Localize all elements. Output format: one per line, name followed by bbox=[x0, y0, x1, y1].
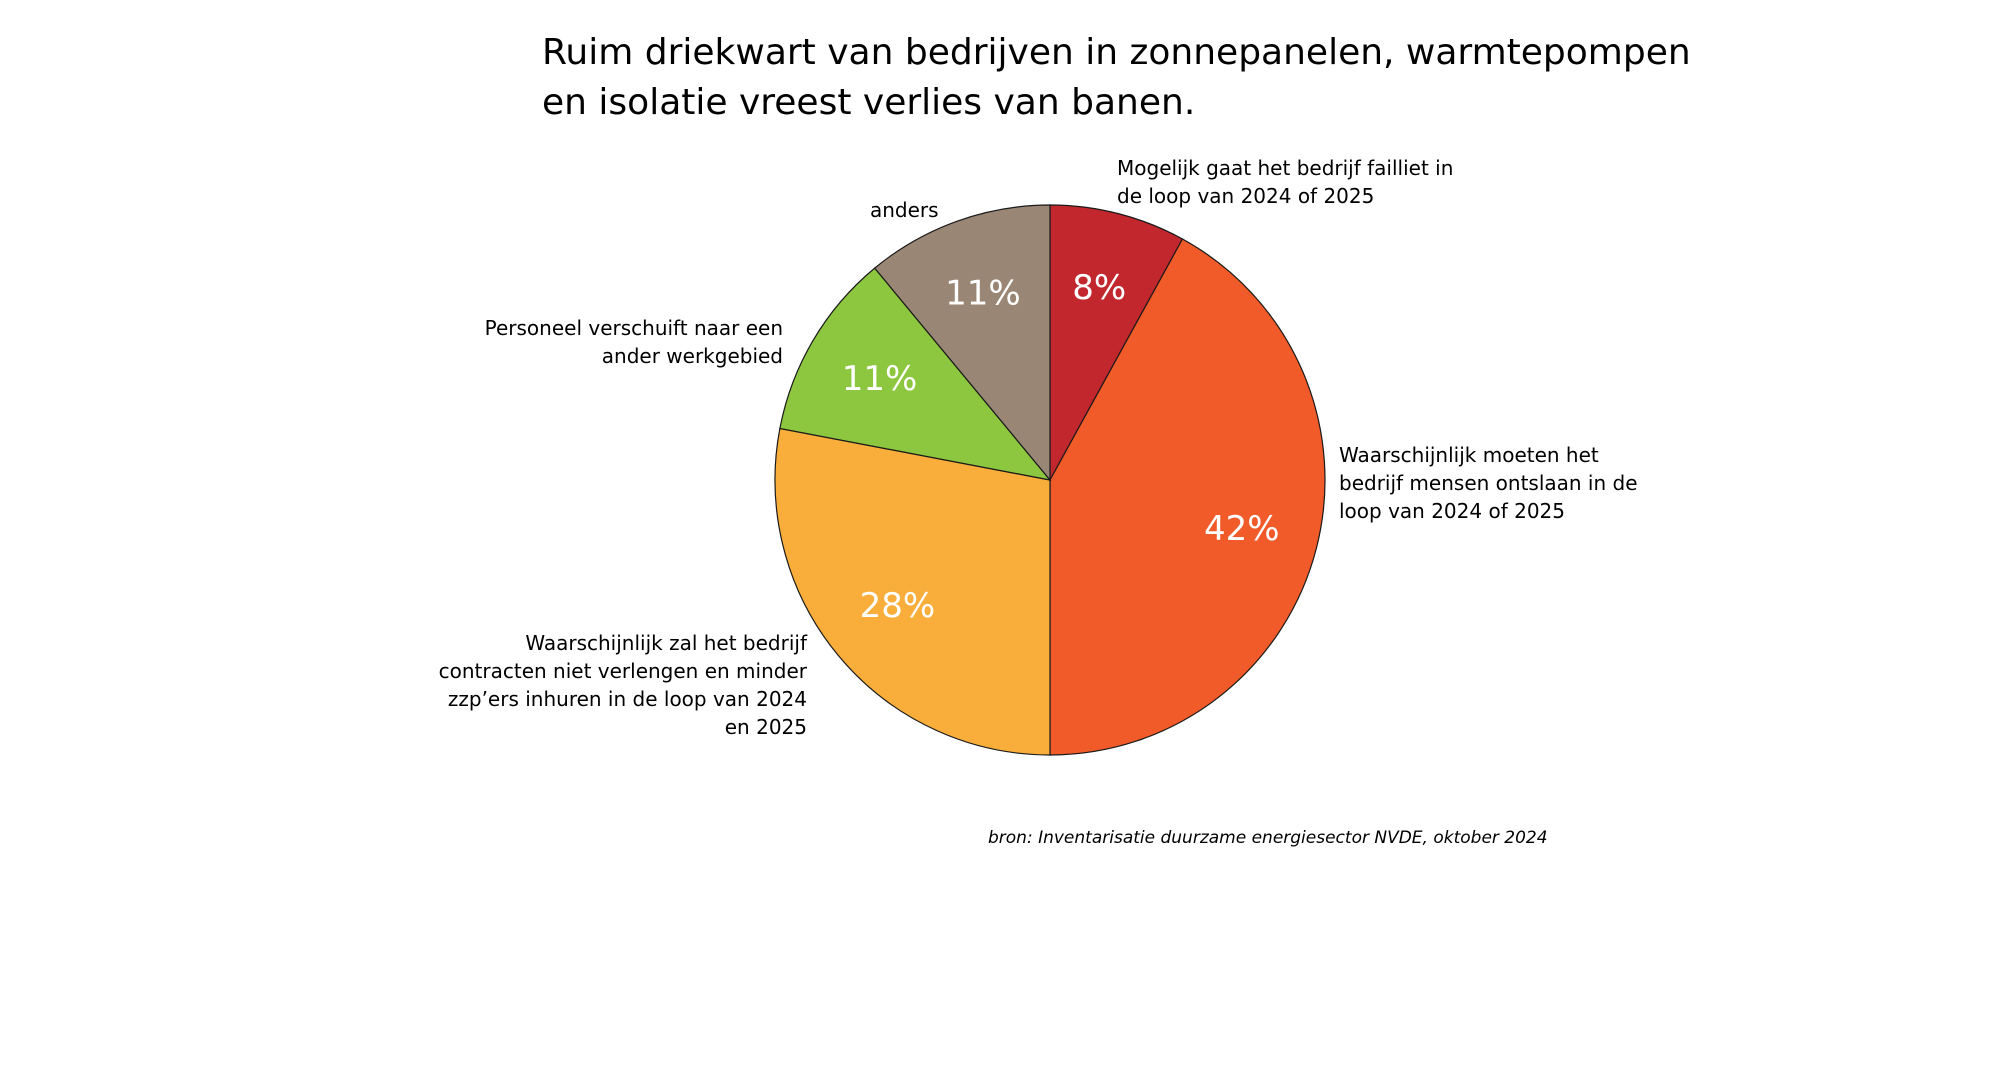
pie-slice bbox=[1049, 238, 1326, 756]
pie-slice bbox=[774, 427, 1051, 756]
slice-label-line: Waarschijnlijk zal het bedrijf bbox=[525, 631, 807, 655]
slice-label-line: bedrijf mensen ontslaan in de bbox=[1339, 471, 1638, 495]
slice-label-anders: anders bbox=[870, 196, 939, 224]
slice-label-line: Personeel verschuift naar een bbox=[484, 316, 783, 340]
chart-title: Ruim driekwart van bedrijven in zonnepan… bbox=[542, 28, 1691, 128]
pie-slice bbox=[779, 267, 1052, 481]
slice-label-line: de loop van 2024 of 2025 bbox=[1117, 184, 1375, 208]
slice-label-contracten: Waarschijnlijk zal het bedrijf contracte… bbox=[439, 629, 807, 741]
pie-slice-value-label: 8% bbox=[1072, 268, 1126, 308]
slice-label-line: zzp’ers inhuren in de loop van 2024 bbox=[447, 687, 807, 711]
chart-title-line-1: Ruim driekwart van bedrijven in zonnepan… bbox=[542, 32, 1691, 73]
slice-label-line: loop van 2024 of 2025 bbox=[1339, 499, 1565, 523]
pie-slice bbox=[873, 204, 1051, 482]
slice-label-line: contracten niet verlengen en minder bbox=[438, 659, 807, 683]
slice-label-failliet: Mogelijk gaat het bedrijf failliet in de… bbox=[1117, 154, 1453, 210]
slice-label-line: ander werkgebied bbox=[601, 344, 783, 368]
pie-slice-value-label: 11% bbox=[945, 274, 1021, 314]
source-note: bron: Inventarisatie duurzame energiesec… bbox=[988, 828, 1548, 848]
slice-label-line: en 2025 bbox=[724, 715, 807, 739]
slice-label-line: anders bbox=[870, 198, 939, 222]
slice-label-line: Waarschijnlijk moeten het bbox=[1339, 443, 1599, 467]
chart-title-line-2: en isolatie vreest verlies van banen. bbox=[542, 82, 1196, 123]
slice-label-line: Mogelijk gaat het bedrijf failliet in bbox=[1117, 156, 1454, 180]
pie-slice-value-label: 42% bbox=[1204, 509, 1280, 549]
slice-label-personeel: Personeel verschuift naar een ander werk… bbox=[485, 314, 783, 370]
pie-slice bbox=[1049, 204, 1184, 481]
pie-slice-value-label: 28% bbox=[860, 586, 936, 626]
pie-slice-value-label: 11% bbox=[842, 359, 918, 399]
slice-label-ontslaan: Waarschijnlijk moeten het bedrijf mensen… bbox=[1339, 441, 1638, 525]
